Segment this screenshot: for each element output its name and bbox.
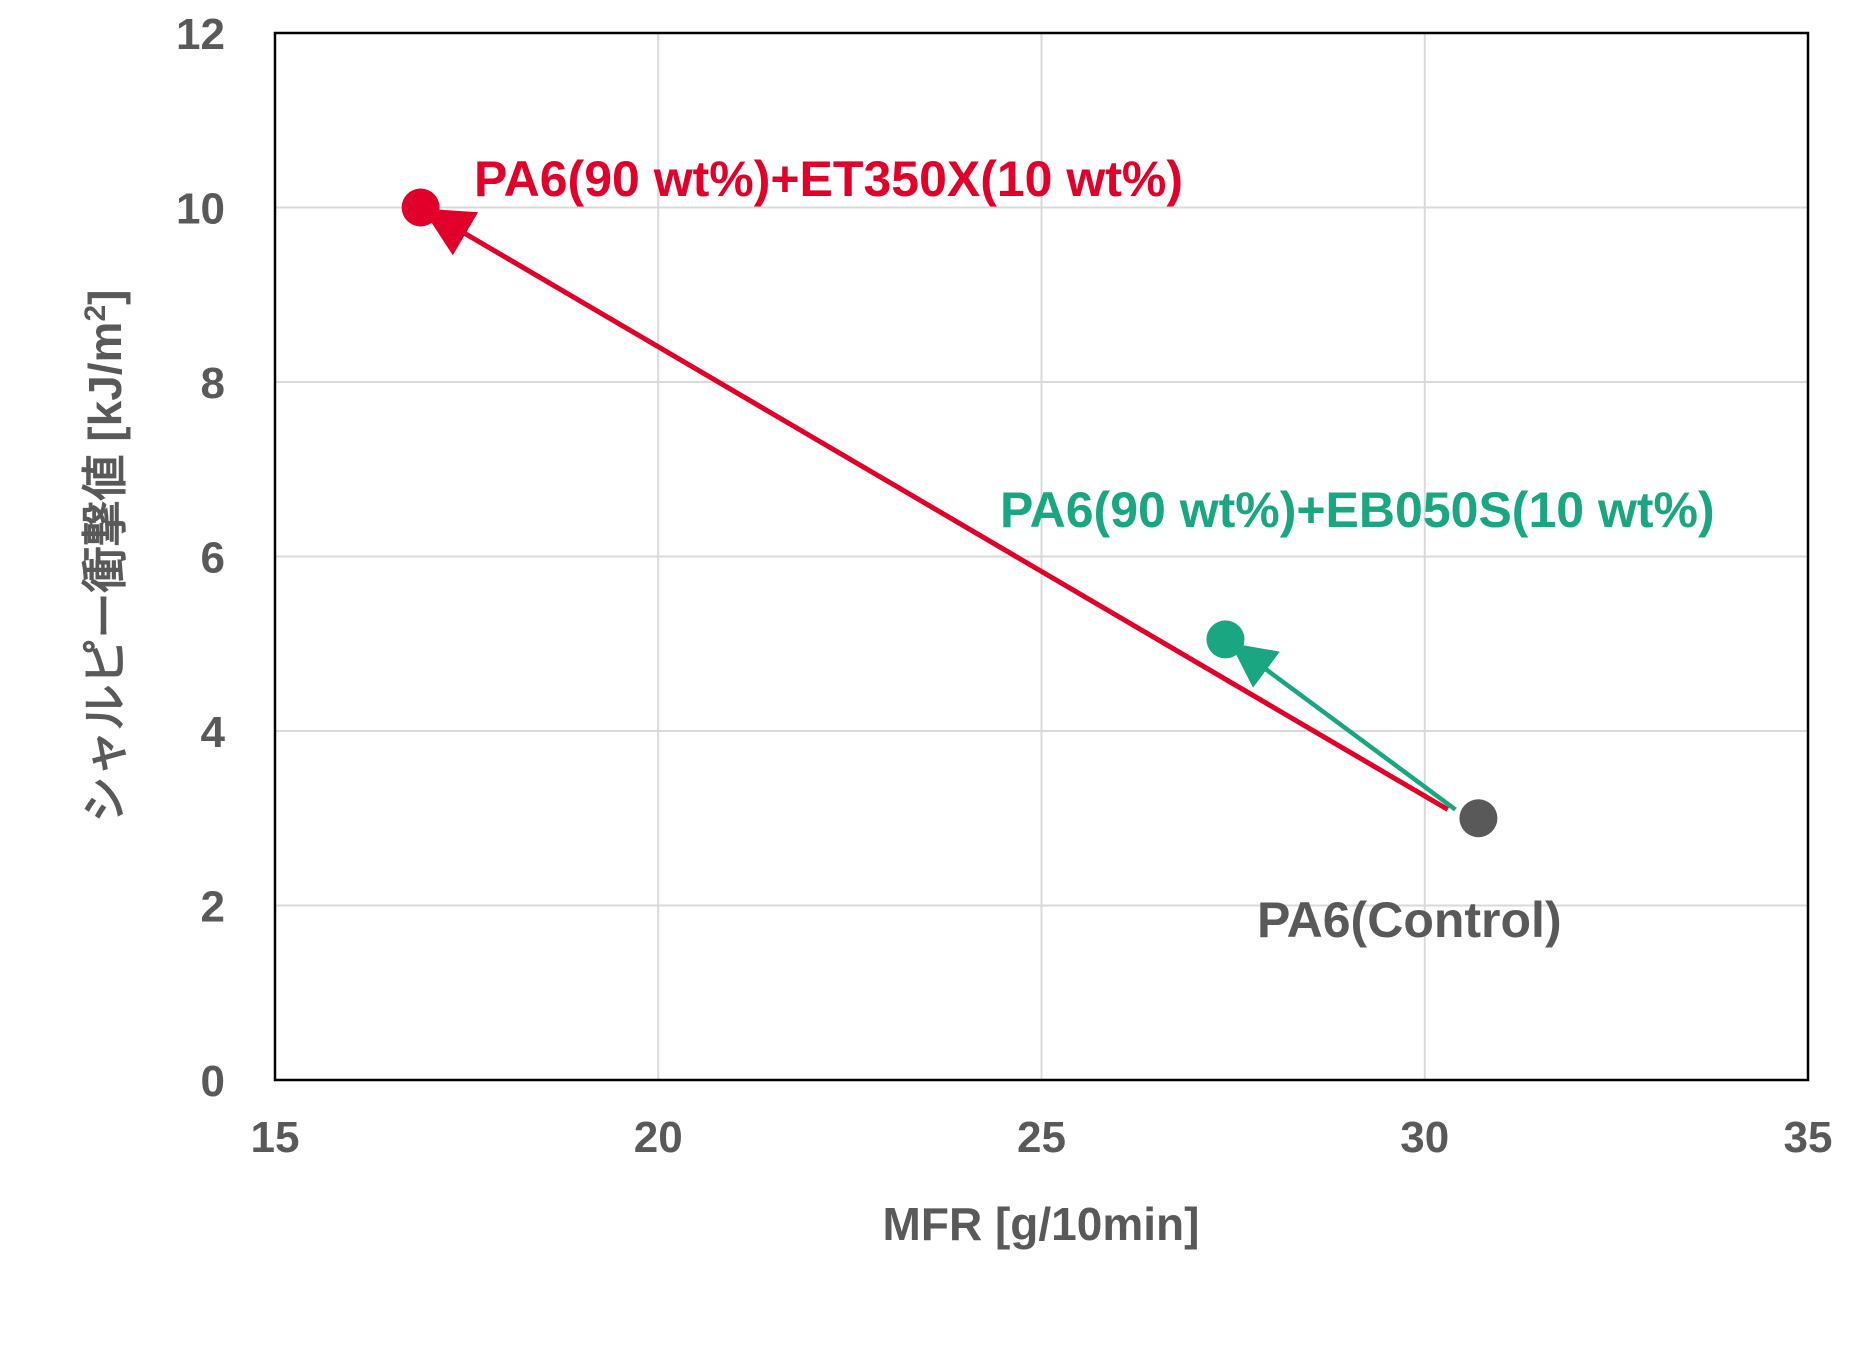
y-tick-label: 0 [201, 1057, 225, 1106]
y-axis-title: シャルピー衝撃値 [kJ/m2] [79, 290, 131, 823]
y-axis-title-main: シャルピー衝撃値 [kJ/m [79, 322, 131, 823]
y-tick-label: 12 [176, 10, 225, 59]
x-tick-label: 25 [1017, 1113, 1066, 1162]
annotation-eb050s: PA6(90 wt%)+EB050S(10 wt%) [1000, 482, 1715, 538]
point-control [1459, 799, 1498, 838]
x-tick-label: 15 [251, 1113, 300, 1162]
x-tick-labels: 15 20 25 30 35 [251, 1113, 1833, 1162]
plot-border [273, 31, 1810, 1082]
x-tick-label: 20 [634, 1113, 683, 1162]
y-tick-label: 8 [201, 359, 225, 408]
point-et350x [401, 188, 440, 227]
y-tick-label: 4 [201, 708, 226, 757]
y-tick-label: 6 [201, 534, 225, 583]
y-tick-labels: 0 2 4 6 8 10 12 [176, 10, 225, 1106]
point-eb050s [1206, 620, 1245, 659]
x-tick-label: 30 [1400, 1113, 1449, 1162]
gridlines [275, 33, 1808, 1080]
arrow-to-eb050s [1230, 642, 1457, 812]
y-tick-label: 2 [201, 883, 225, 932]
x-axis-title: MFR [g/10min] [883, 1198, 1200, 1250]
arrows [422, 208, 1457, 812]
x-tick-label: 35 [1784, 1113, 1833, 1162]
annotation-control: PA6(Control) [1257, 892, 1562, 948]
y-axis-title-end: ] [79, 290, 131, 305]
y-axis-title-superscript: 2 [79, 305, 112, 322]
data-points [401, 188, 1498, 838]
arrow-to-et350x [422, 208, 1450, 812]
y-tick-label: 10 [176, 185, 225, 234]
annotation-et350x: PA6(90 wt%)+ET350X(10 wt%) [474, 151, 1183, 207]
